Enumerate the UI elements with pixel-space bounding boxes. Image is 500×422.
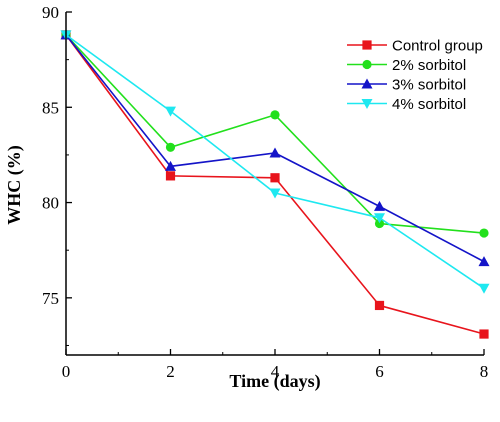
data-point <box>479 228 489 238</box>
x-tick-label: 8 <box>480 362 489 381</box>
data-point <box>374 300 385 311</box>
data-point <box>478 283 490 294</box>
y-tick-label: 90 <box>42 3 59 22</box>
legend-label: 2% sorbitol <box>392 57 466 74</box>
data-point <box>270 110 280 120</box>
data-point <box>269 188 281 199</box>
data-point <box>374 200 385 211</box>
x-axis-title: Time (days) <box>229 371 320 392</box>
data-point <box>165 160 176 171</box>
data-point <box>374 213 385 224</box>
x-tick-label: 0 <box>62 362 71 381</box>
data-point <box>269 147 281 158</box>
legend-marker <box>361 78 373 89</box>
data-point <box>479 329 489 339</box>
y-axis-title: WHC (%) <box>4 145 25 225</box>
legend-label: Control group <box>392 38 483 55</box>
plot-area <box>60 29 490 339</box>
legend: Control group 2% sorbitol 3% sorbitol 4% so… <box>347 38 483 113</box>
data-point <box>165 171 176 181</box>
legend-marker <box>362 59 372 70</box>
legend-marker <box>362 40 372 50</box>
legend-label: 4% sorbitol <box>392 96 466 113</box>
legend-marker <box>361 99 373 109</box>
x-tick-label: 6 <box>375 362 384 381</box>
y-tick-label: 85 <box>42 98 59 117</box>
series-3 <box>60 30 490 294</box>
x-tick-label: 4 <box>271 362 280 381</box>
x-tick-label: 2 <box>166 362 175 381</box>
data-point <box>165 142 176 152</box>
data-point <box>165 106 176 117</box>
data-point <box>478 256 490 267</box>
data-point <box>374 218 385 229</box>
data-point <box>270 173 280 183</box>
y-tick-label: 80 <box>42 194 59 213</box>
legend-label: 3% sorbitol <box>392 77 466 94</box>
y-tick-label: 75 <box>42 289 59 308</box>
ticks: 0 2 4 6 8 75 80 85 90 <box>42 3 488 381</box>
